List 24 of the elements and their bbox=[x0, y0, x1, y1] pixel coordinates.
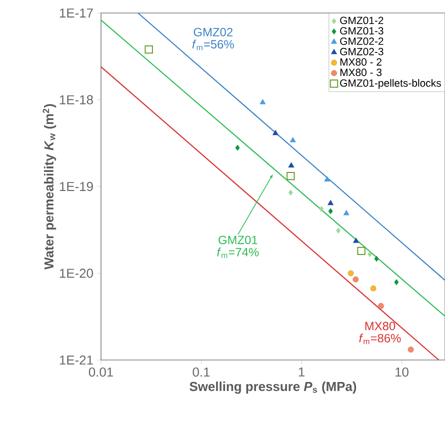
x-axis-title: Swelling pressure P$_{s}$ (MPa) bbox=[190, 382, 356, 394]
x-tick-label: 10 bbox=[396, 368, 408, 377]
legend-label: GMZ01-2 bbox=[340, 16, 384, 24]
x-tick-label: 1 bbox=[298, 368, 304, 376]
legend-label: GMZ01-3 bbox=[340, 27, 384, 35]
series-label: GMZ02 bbox=[194, 28, 232, 36]
y-tick-label: 1E-18 bbox=[60, 95, 93, 104]
annotation: f$_{m}$=86% bbox=[359, 334, 401, 344]
y-tick-label: 1E-17 bbox=[60, 8, 93, 18]
y-axis-title: Water permeability K$_{w}$ (m$^{2}$) bbox=[42, 104, 56, 270]
annotation: f$_{m}$=56% bbox=[192, 40, 234, 50]
text: GMZ01 bbox=[218, 236, 258, 244]
y-tick-label: 1E-19 bbox=[60, 182, 93, 192]
y-tick-label: 1E-21 bbox=[60, 356, 93, 365]
y-tick-label: 1E-20 bbox=[60, 268, 93, 278]
x-tick-label: 0.01 bbox=[88, 368, 113, 377]
legend-label: GMZ01-pellets-blocks bbox=[340, 79, 441, 89]
series-label: MX80 bbox=[365, 322, 396, 330]
x-tick-label: 0.1 bbox=[192, 368, 210, 377]
legend-label: MX80 - 3 bbox=[340, 68, 382, 76]
annotation: f$_{m}$=74% bbox=[217, 248, 259, 258]
legend-label: MX80 - 2 bbox=[340, 58, 382, 66]
legend-label: GMZ02-3 bbox=[340, 48, 384, 56]
legend-label: GMZ02-2 bbox=[340, 38, 384, 45]
